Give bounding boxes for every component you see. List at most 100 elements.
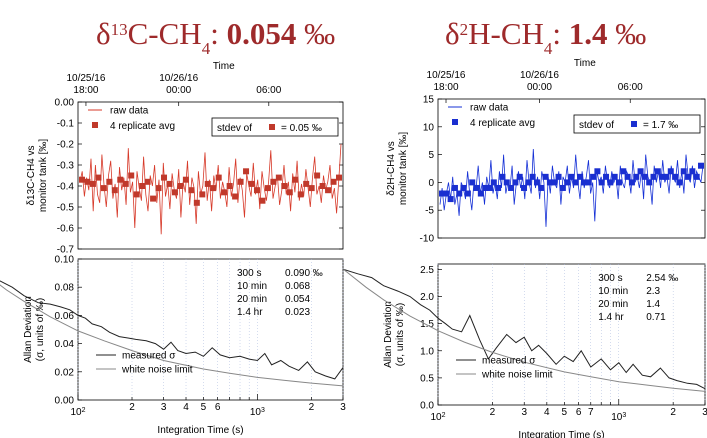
y-tick-label: 10 xyxy=(423,122,435,133)
replicate-avg-point xyxy=(199,191,206,198)
replicate-avg-point xyxy=(193,199,200,206)
replicate-avg-point xyxy=(275,174,282,181)
replicate-avg-point xyxy=(308,185,315,192)
x-minor-label: 6 xyxy=(215,402,221,413)
replicate-avg-point xyxy=(676,179,683,186)
y-tick-label: 0.10 xyxy=(55,255,75,266)
replicate-avg-point xyxy=(182,176,189,183)
replicate-avg-point xyxy=(439,190,445,197)
replicate-avg-point xyxy=(698,162,704,169)
replicate-avg-point xyxy=(451,184,458,191)
replicate-avg-point xyxy=(464,190,471,197)
stat-value: 0.71 xyxy=(646,312,666,323)
replicate-avg-point xyxy=(611,173,618,180)
replicate-avg-point xyxy=(672,173,679,180)
time-tick-time: 06:00 xyxy=(256,85,281,96)
legend-measured-label: measured σ xyxy=(482,356,536,367)
replicate-avg-point xyxy=(516,173,523,180)
replicate-avg-point xyxy=(319,183,326,189)
replicate-avg-point xyxy=(624,173,631,180)
y-tick-label: -5 xyxy=(425,206,434,217)
y-tick-label: -0.5 xyxy=(57,203,75,214)
plot-frame xyxy=(77,258,344,401)
stat-label: 20 min xyxy=(237,294,267,305)
replicate-avg-point xyxy=(161,174,168,181)
replicate-avg-point xyxy=(490,179,497,186)
replicate-avg-point xyxy=(663,173,670,180)
replicate-avg-point xyxy=(637,168,644,175)
replicate-avg-point xyxy=(551,179,558,186)
y-tick-label: -0.6 xyxy=(57,224,75,235)
stdev-prefix: stdev of xyxy=(579,120,614,131)
replicate-avg-point xyxy=(646,179,653,186)
legend-avg-swatch xyxy=(92,122,98,128)
y-tick-label: 0.06 xyxy=(55,311,75,322)
legend-raw-label: raw data xyxy=(470,103,509,114)
replicate-avg-point xyxy=(615,179,622,186)
x-minor-label: 4 xyxy=(544,407,550,418)
x-minor-label: 3 xyxy=(340,402,346,413)
replicate-avg-point xyxy=(577,173,584,180)
replicate-avg-point xyxy=(555,173,562,180)
replicate-avg-point xyxy=(654,168,661,175)
replicate-avg-point xyxy=(620,168,627,175)
replicate-avg-point xyxy=(503,179,510,186)
replicate-avg-point xyxy=(590,173,597,180)
allan-panel-left: 0.00 0.02 0.04 0.06 0.08 0.10 102 103 2 3 4 5 6 2 3 Int… xyxy=(0,255,346,436)
stat-value: 2.3 xyxy=(646,286,660,297)
replicate-avg-point xyxy=(226,183,233,189)
replicate-avg-point xyxy=(641,173,648,180)
replicate-avg-point xyxy=(469,179,476,186)
x-minor-label: 6 xyxy=(576,407,582,418)
legend-avg-label: 4 replicate avg xyxy=(110,121,175,132)
x-minor-label: 3 xyxy=(161,402,167,413)
legend-white-label: white noise limit xyxy=(121,365,193,376)
replicate-avg-point xyxy=(330,178,337,185)
replicate-avg-point xyxy=(538,184,545,191)
x-minor-label: 3 xyxy=(702,407,707,418)
replicate-avg-point xyxy=(607,179,614,186)
stat-value: 0.054 xyxy=(285,294,310,305)
x-tick-label: 103 xyxy=(250,407,265,419)
replicate-avg-point xyxy=(581,179,588,186)
replicate-avg-point xyxy=(325,187,332,194)
replicate-avg-point xyxy=(659,173,666,180)
y-tick-label: -0.1 xyxy=(57,119,75,130)
replicate-avg-point xyxy=(585,179,592,186)
y-tick-label: 5 xyxy=(428,150,434,161)
stat-value: 1.4 xyxy=(646,299,660,310)
y-tick-label: -10 xyxy=(420,234,435,245)
replicate-avg-point xyxy=(667,168,674,175)
replicate-avg-point xyxy=(133,191,140,198)
replicate-avg-point xyxy=(204,180,211,187)
replicate-avg-point xyxy=(529,173,536,180)
y-tick-label: 0.02 xyxy=(55,367,75,378)
replicate-avg-point xyxy=(95,174,102,181)
replicate-avg-point xyxy=(542,173,549,180)
y-tick-label: -0.7 xyxy=(57,245,75,256)
time-tick-date: 10/25/16 xyxy=(427,70,466,81)
x-minor-label: 3 xyxy=(521,407,527,418)
replicate-avg-point xyxy=(568,173,575,180)
y-axis-label: δ13C-CH4 vsmonitor tank [‰] xyxy=(26,139,49,213)
y-tick-label: 2.0 xyxy=(420,292,434,303)
replicate-avg-point xyxy=(456,190,463,197)
replicate-avg-point xyxy=(292,176,299,183)
replicate-avg-point xyxy=(253,187,260,194)
time-axis-title: Time xyxy=(213,61,235,72)
replicate-avg-point xyxy=(79,176,85,183)
replicate-avg-point xyxy=(264,185,271,192)
replicate-avg-point xyxy=(117,176,124,183)
time-tick-time: 18:00 xyxy=(73,85,98,96)
x-axis-label: Integration Time (s) xyxy=(157,425,243,436)
replicate-avg-point xyxy=(482,184,489,191)
replicate-avg-point xyxy=(155,185,162,192)
replicate-avg-point xyxy=(243,168,250,175)
y-axis-label: Allan Deviation(σ, units of ‰) xyxy=(383,301,406,368)
replicate-avg-point xyxy=(111,187,118,194)
replicate-avg-point xyxy=(237,178,244,185)
title-right: δ2H-CH4: 1.4 ‰ xyxy=(445,16,646,58)
